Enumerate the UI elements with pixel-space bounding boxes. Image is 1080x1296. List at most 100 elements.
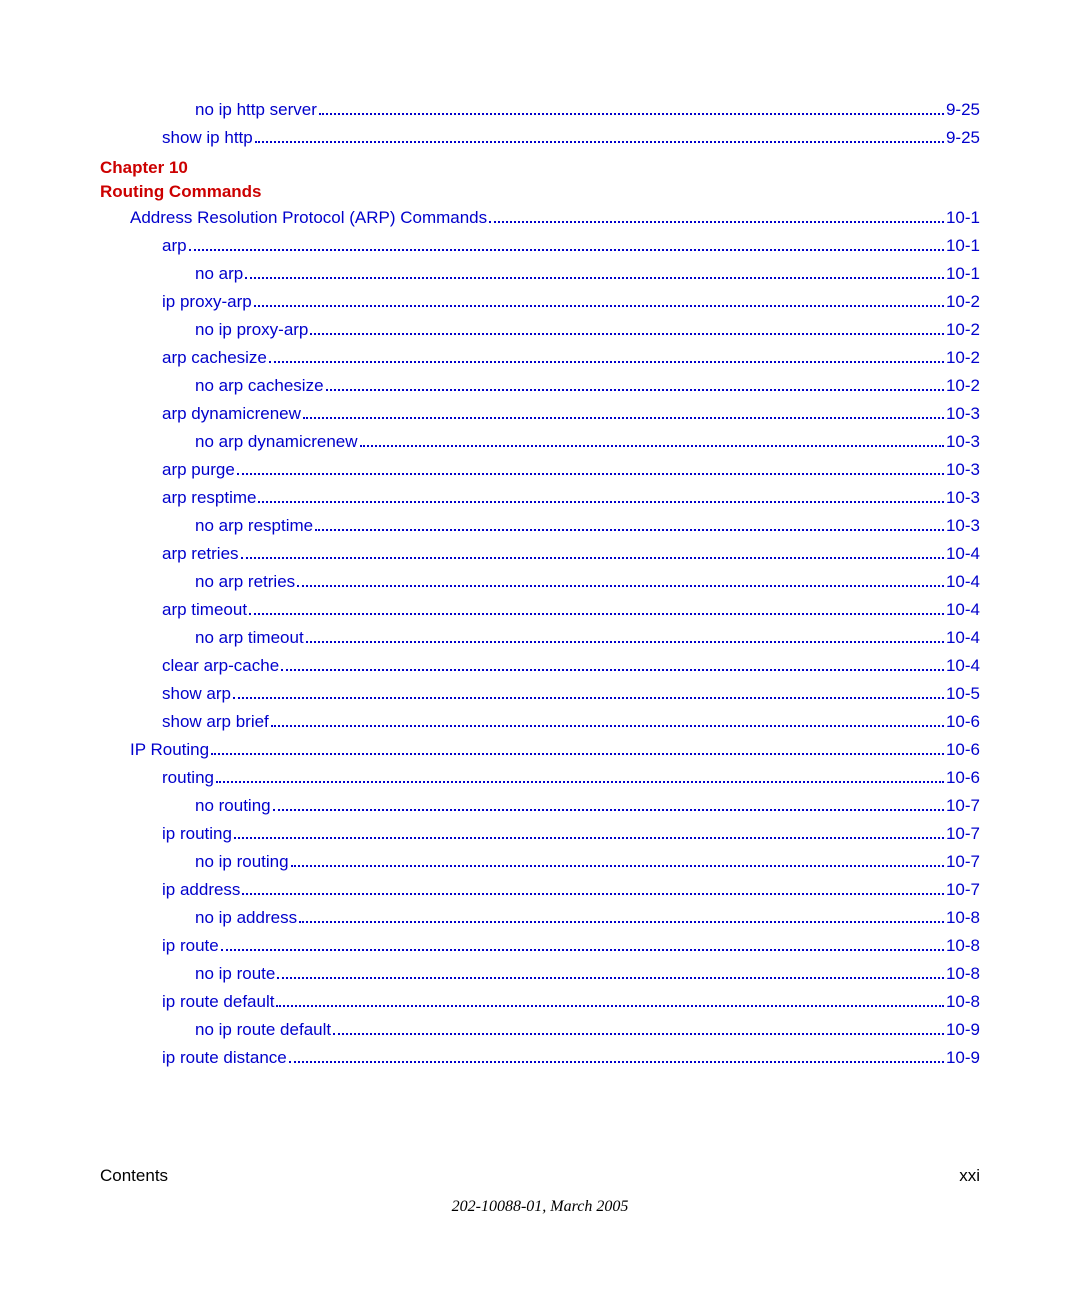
toc-entry[interactable]: routing 10-6 (100, 768, 980, 788)
toc-entry[interactable]: show arp brief 10-6 (100, 712, 980, 732)
toc-entry-page: 10-1 (946, 236, 980, 256)
toc-dots (319, 113, 944, 115)
toc-entry-page: 10-4 (946, 544, 980, 564)
toc-dots (242, 893, 944, 895)
toc-entry[interactable]: arp cachesize 10-2 (100, 348, 980, 368)
toc-entry[interactable]: no arp 10-1 (100, 264, 980, 284)
toc-entry-page: 10-6 (946, 768, 980, 788)
toc-entry-page: 10-3 (946, 516, 980, 536)
toc-entry[interactable]: no arp cachesize 10-2 (100, 376, 980, 396)
toc-entry[interactable]: ip route default 10-8 (100, 992, 980, 1012)
toc-dots (281, 669, 944, 671)
chapter-heading[interactable]: Chapter 10 Routing Commands (100, 156, 980, 204)
toc-content: no ip http server 9-25show ip http 9-25 … (100, 100, 980, 1068)
toc-dots (333, 1033, 944, 1035)
toc-entry[interactable]: no routing 10-7 (100, 796, 980, 816)
toc-entry[interactable]: arp timeout 10-4 (100, 600, 980, 620)
toc-entry[interactable]: show arp 10-5 (100, 684, 980, 704)
toc-dots (269, 361, 944, 363)
toc-entry[interactable]: no ip route 10-8 (100, 964, 980, 984)
toc-dots (310, 333, 944, 335)
toc-entry-label: no arp resptime (195, 516, 313, 536)
toc-entry-label: ip address (162, 880, 240, 900)
toc-entry[interactable]: no ip routing 10-7 (100, 852, 980, 872)
toc-entry-label: ip route default (162, 992, 274, 1012)
toc-entry[interactable]: ip route distance 10-9 (100, 1048, 980, 1068)
toc-dots (276, 1005, 944, 1007)
toc-dots (315, 529, 944, 531)
toc-entry-label: ip route (162, 936, 219, 956)
toc-entry[interactable]: arp purge 10-3 (100, 460, 980, 480)
toc-dots (326, 389, 944, 391)
toc-entry-page: 10-3 (946, 404, 980, 424)
toc-entry[interactable]: ip route 10-8 (100, 936, 980, 956)
toc-entry-label: no arp (195, 264, 243, 284)
toc-entry[interactable]: no arp dynamicrenew 10-3 (100, 432, 980, 452)
toc-dots (249, 613, 944, 615)
toc-entry[interactable]: no arp resptime 10-3 (100, 516, 980, 536)
toc-entry-page: 10-4 (946, 656, 980, 676)
toc-entry[interactable]: arp resptime 10-3 (100, 488, 980, 508)
toc-entry-page: 10-7 (946, 796, 980, 816)
toc-entry-label: arp (162, 236, 187, 256)
toc-dots (234, 837, 944, 839)
toc-dots (306, 641, 944, 643)
toc-dots (241, 557, 944, 559)
toc-entry[interactable]: no arp retries 10-4 (100, 572, 980, 592)
toc-dots (189, 249, 944, 251)
toc-entry[interactable]: no arp timeout 10-4 (100, 628, 980, 648)
toc-entry[interactable]: no ip route default 10-9 (100, 1020, 980, 1040)
toc-entry-page: 10-6 (946, 712, 980, 732)
toc-entry-page: 9-25 (946, 100, 980, 120)
toc-entry-label: arp purge (162, 460, 235, 480)
toc-entry-label: no arp cachesize (195, 376, 324, 396)
toc-dots (297, 585, 944, 587)
toc-entry[interactable]: clear arp-cache 10-4 (100, 656, 980, 676)
footer-center: 202-10088-01, March 2005 (0, 1198, 1080, 1216)
toc-entry-label: arp retries (162, 544, 239, 564)
toc-entry-page: 10-1 (946, 264, 980, 284)
toc-entry-page: 10-3 (946, 432, 980, 452)
toc-entry-label: ip route distance (162, 1048, 287, 1068)
toc-dots (245, 277, 944, 279)
page-footer: Contents xxi (100, 1166, 980, 1186)
toc-entry[interactable]: no ip address 10-8 (100, 908, 980, 928)
toc-entry-label: no ip address (195, 908, 297, 928)
toc-entry-label: routing (162, 768, 214, 788)
toc-entry[interactable]: no ip proxy-arp 10-2 (100, 320, 980, 340)
toc-dots (489, 221, 944, 223)
toc-entry[interactable]: Address Resolution Protocol (ARP) Comman… (100, 208, 980, 228)
toc-entry-page: 10-4 (946, 628, 980, 648)
toc-entry[interactable]: show ip http 9-25 (100, 128, 980, 148)
chapter-number: Chapter 10 (100, 156, 980, 180)
toc-entry-page: 10-2 (946, 292, 980, 312)
toc-dots (233, 697, 944, 699)
toc-entry-page: 10-3 (946, 488, 980, 508)
toc-entry[interactable]: no ip http server 9-25 (100, 100, 980, 120)
toc-entry-page: 10-1 (946, 208, 980, 228)
toc-entry-page: 10-2 (946, 320, 980, 340)
toc-entry-label: ip routing (162, 824, 232, 844)
toc-dots (291, 865, 944, 867)
toc-entry[interactable]: IP Routing 10-6 (100, 740, 980, 760)
toc-dots (360, 445, 944, 447)
toc-entry[interactable]: ip proxy-arp 10-2 (100, 292, 980, 312)
toc-entry-label: arp timeout (162, 600, 247, 620)
toc-entry-label: no arp retries (195, 572, 295, 592)
toc-entry[interactable]: arp 10-1 (100, 236, 980, 256)
toc-entry-label: arp dynamicrenew (162, 404, 301, 424)
toc-entry-page: 10-6 (946, 740, 980, 760)
toc-entry-label: arp resptime (162, 488, 256, 508)
toc-entry[interactable]: ip routing 10-7 (100, 824, 980, 844)
toc-entry[interactable]: arp dynamicrenew 10-3 (100, 404, 980, 424)
toc-entry-page: 10-7 (946, 880, 980, 900)
toc-entry-label: no ip routing (195, 852, 289, 872)
toc-dots (211, 753, 944, 755)
toc-dots (277, 977, 944, 979)
toc-entry[interactable]: ip address 10-7 (100, 880, 980, 900)
toc-entry-label: arp cachesize (162, 348, 267, 368)
toc-dots (299, 921, 944, 923)
footer-left: Contents (100, 1166, 168, 1186)
toc-entry-label: Address Resolution Protocol (ARP) Comman… (130, 208, 487, 228)
toc-entry[interactable]: arp retries 10-4 (100, 544, 980, 564)
